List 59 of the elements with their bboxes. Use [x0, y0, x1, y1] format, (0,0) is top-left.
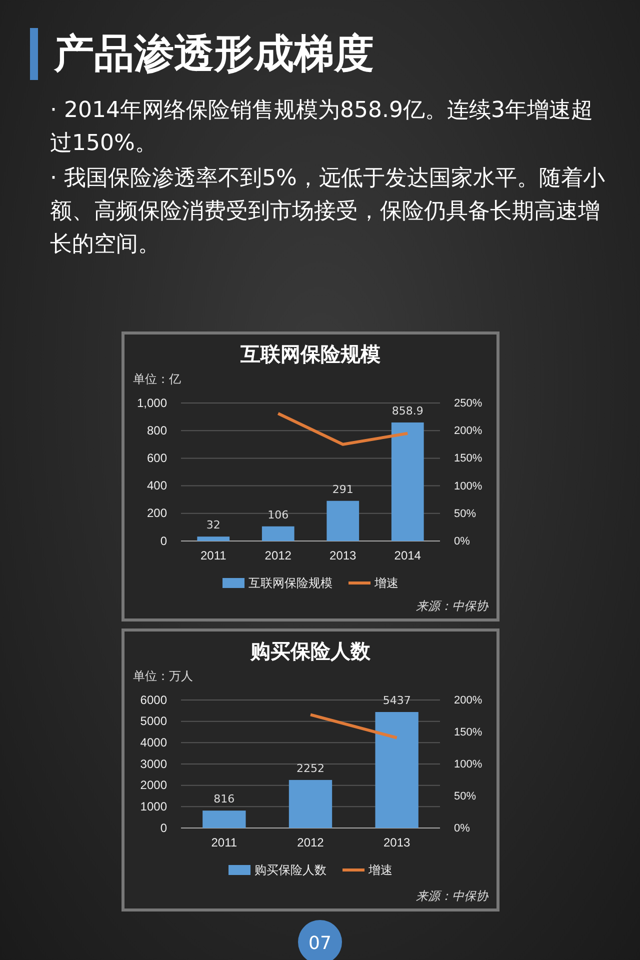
- y2-tick-label: 250%: [454, 398, 482, 410]
- y2-tick-label: 100%: [454, 758, 482, 771]
- source-note: 来源：中保协: [416, 599, 489, 613]
- text: 07: [308, 933, 332, 954]
- y2-tick-label: 100%: [454, 480, 482, 492]
- y2-tick-label: 0%: [454, 822, 470, 835]
- y-tick-label: 1,000: [136, 396, 168, 410]
- y2-tick-label: 50%: [454, 508, 476, 520]
- y-tick-label: 1000: [140, 800, 168, 814]
- x-tick-label: 2011: [211, 836, 238, 850]
- bar: [391, 422, 424, 541]
- y-tick-label: 600: [146, 451, 168, 466]
- legend-label: 增速: [374, 576, 398, 590]
- bar: [326, 500, 360, 541]
- y-tick-label: 400: [146, 478, 168, 493]
- legend-label: 互联网保险规模: [248, 576, 332, 590]
- y-axis-title: 单位：万人: [133, 669, 193, 683]
- bar: [262, 526, 294, 541]
- data-label: 106: [268, 508, 289, 522]
- source-note: 来源：中保协: [416, 889, 489, 903]
- y-tick-label: 200: [146, 506, 168, 520]
- text: · 我国保险渗透率不到5%，远低于发达国家水平。随着小额、高频保险消费受到市场接受，保险仍具备长期高速增长的空间。: [50, 165, 606, 259]
- x-tick-label: 2013: [330, 548, 357, 563]
- y-tick-label: 0: [160, 534, 168, 548]
- y2-tick-label: 150%: [454, 452, 482, 465]
- bar: [197, 536, 230, 541]
- y-tick-label: 6000: [140, 692, 168, 707]
- bar: [202, 810, 246, 828]
- y-tick-label: 800: [146, 423, 168, 438]
- y2-tick-label: 0%: [454, 536, 470, 548]
- bar: [375, 712, 418, 828]
- data-label: 32: [206, 518, 220, 532]
- data-label: 2252: [296, 762, 324, 775]
- text: 产品渗透形成梯度: [30, 28, 610, 80]
- data-label: 816: [214, 792, 235, 806]
- legend-label: 增速: [368, 863, 392, 877]
- legend-label: 购买保险人数: [254, 863, 326, 877]
- y2-tick-label: 200%: [454, 694, 482, 707]
- y-tick-label: 2000: [140, 778, 168, 792]
- data-label: 5437: [382, 694, 411, 708]
- x-tick-label: 2014: [394, 548, 422, 563]
- y-tick-label: 3000: [140, 756, 168, 771]
- chart-title: 互联网保险规模: [240, 342, 380, 366]
- y2-tick-label: 50%: [454, 790, 476, 803]
- x-tick-label: 2012: [297, 836, 324, 850]
- data-label: 858.9: [392, 404, 424, 418]
- y-axis-title: 单位：亿: [133, 372, 181, 386]
- y-tick-label: 4000: [140, 736, 168, 750]
- chart-title: 购买保险人数: [250, 639, 372, 663]
- x-tick-label: 2012: [264, 548, 292, 563]
- y2-tick-label: 200%: [454, 425, 482, 438]
- y-tick-label: 5000: [140, 714, 168, 728]
- y2-tick-label: 150%: [454, 726, 482, 739]
- text: · 2014年网络保险销售规模为858.9亿。连续3年增速超过150%。: [50, 97, 594, 158]
- data-label: 291: [332, 482, 354, 496]
- x-tick-label: 2013: [383, 836, 411, 850]
- x-tick-label: 2011: [200, 548, 227, 563]
- y-tick-label: 0: [160, 820, 168, 835]
- bar: [288, 780, 332, 828]
